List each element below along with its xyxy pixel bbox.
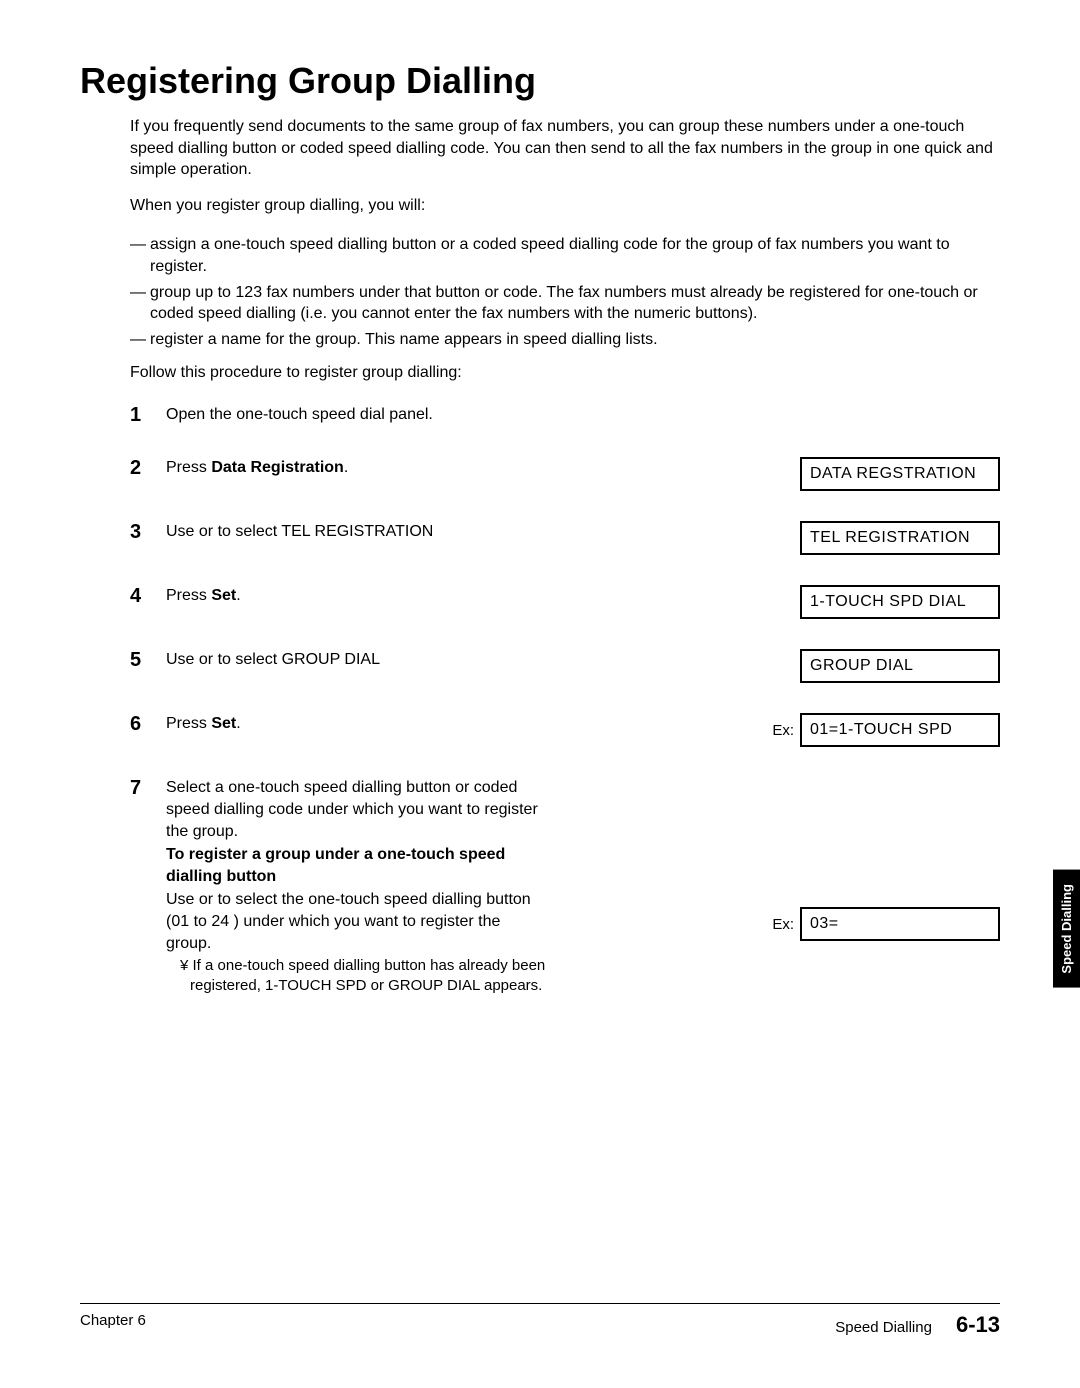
step-6: 6 Press Set. Ex: 01=1-TOUCH SPD [130, 713, 1000, 747]
step-subhead: To register a group under a one-touch sp… [166, 844, 546, 887]
step-7: 7 Select a one-touch speed dialling butt… [130, 777, 1000, 996]
step-bold: Set [211, 587, 236, 604]
example-label: Ex: [772, 722, 794, 739]
step-number: 6 [130, 713, 166, 736]
bullet-item: — register a name for the group. This na… [130, 329, 1000, 351]
step-text: Press Set. [166, 713, 241, 735]
step-text: Use or to select GROUP DIAL [166, 649, 380, 671]
dash-icon: — [130, 234, 150, 277]
page-title: Registering Group Dialling [80, 60, 1000, 102]
lcd-display: TEL REGISTRATION [800, 521, 1000, 555]
step-text: Open the one-touch speed dial panel. [166, 404, 433, 426]
step-number: 2 [130, 457, 166, 480]
step-note: ¥ If a one-touch speed dialling button h… [180, 956, 546, 997]
bullet-item: — group up to 123 fax numbers under that… [130, 282, 1000, 325]
step-bold: Set [211, 715, 236, 732]
page-footer: Chapter 6 Speed Dialling 6-13 [80, 1303, 1000, 1338]
dash-icon: — [130, 282, 150, 325]
step-4: 4 Press Set. 1-TOUCH SPD DIAL [130, 585, 1000, 619]
bullet-text: register a name for the group. This name… [150, 329, 658, 351]
dash-icon: — [130, 329, 150, 351]
step-pre: Press [166, 587, 211, 604]
step-number: 7 [130, 777, 166, 800]
step-number: 3 [130, 521, 166, 544]
lcd-display: 01=1-TOUCH SPD [800, 713, 1000, 747]
step-1: 1 Open the one-touch speed dial panel. [130, 404, 1000, 427]
step-number: 1 [130, 404, 166, 427]
example-label: Ex: [772, 916, 794, 933]
lcd-display: GROUP DIAL [800, 649, 1000, 683]
lcd-display: 03= [800, 907, 1000, 941]
bullet-text: group up to 123 fax numbers under that b… [150, 282, 1000, 325]
bullet-text: assign a one-touch speed dialling button… [150, 234, 1000, 277]
step-text: Press Data Registration. [166, 457, 348, 479]
step-2: 2 Press Data Registration. DATA REGSTRAT… [130, 457, 1000, 491]
step-number: 4 [130, 585, 166, 608]
steps-list: 1 Open the one-touch speed dial panel. 2… [130, 404, 1000, 996]
step-pre: Press [166, 459, 211, 476]
step-number: 5 [130, 649, 166, 672]
step-post: . [236, 715, 240, 732]
footer-page-number: 6-13 [956, 1312, 1000, 1338]
lcd-display: DATA REGSTRATION [800, 457, 1000, 491]
step-text: Use or to select TEL REGISTRATION [166, 521, 433, 543]
step-3: 3 Use or to select TEL REGISTRATION TEL … [130, 521, 1000, 555]
step-pre: Press [166, 715, 211, 732]
step-text: Press Set. [166, 585, 241, 607]
bullet-item: — assign a one-touch speed dialling butt… [130, 234, 1000, 277]
follow-text: Follow this procedure to register group … [130, 364, 1000, 382]
step-text: Select a one-touch speed dialling button… [166, 777, 546, 996]
side-tab: Speed Dialling [1053, 870, 1080, 988]
step-post: . [236, 587, 240, 604]
bullet-list: — assign a one-touch speed dialling butt… [130, 234, 1000, 350]
step-5: 5 Use or to select GROUP DIAL GROUP DIAL [130, 649, 1000, 683]
footer-section: Speed Dialling [835, 1319, 932, 1336]
step-post: . [344, 459, 348, 476]
intro-block: If you frequently send documents to the … [130, 116, 1000, 216]
intro-paragraph-2: When you register group dialling, you wi… [130, 195, 1000, 217]
intro-paragraph-1: If you frequently send documents to the … [130, 116, 1000, 181]
step-main: Select a one-touch speed dialling button… [166, 777, 546, 842]
step-bold: Data Registration [211, 459, 343, 476]
footer-chapter: Chapter 6 [80, 1312, 146, 1338]
lcd-display: 1-TOUCH SPD DIAL [800, 585, 1000, 619]
step-subtext: Use or to select the one-touch speed dia… [166, 889, 546, 954]
